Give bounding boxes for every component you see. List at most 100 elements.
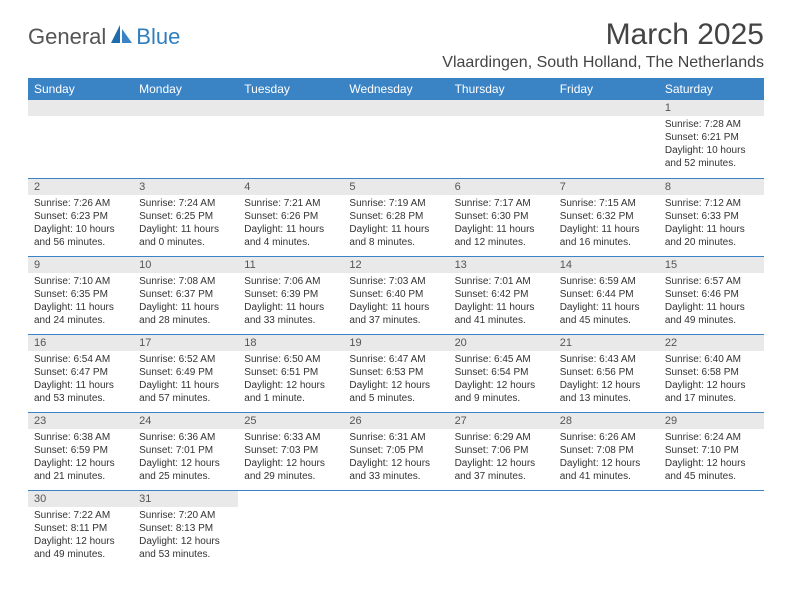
sunrise-text: Sunrise: 6:40 AM xyxy=(665,353,758,366)
sunset-text: Sunset: 6:21 PM xyxy=(665,131,758,144)
calendar-cell: 2Sunrise: 7:26 AMSunset: 6:23 PMDaylight… xyxy=(28,178,133,256)
day-number-bar: 17 xyxy=(133,335,238,351)
sunset-text: Sunset: 6:51 PM xyxy=(244,366,337,379)
cell-body: Sunrise: 7:28 AMSunset: 6:21 PMDaylight:… xyxy=(659,116,764,174)
daylight-text: Daylight: 11 hours and 41 minutes. xyxy=(455,301,548,327)
sunset-text: Sunset: 8:11 PM xyxy=(34,522,127,535)
sunrise-text: Sunrise: 7:06 AM xyxy=(244,275,337,288)
cell-body: Sunrise: 6:31 AMSunset: 7:05 PMDaylight:… xyxy=(343,429,448,487)
weekday-header: Tuesday xyxy=(238,78,343,100)
calendar-cell xyxy=(28,100,133,178)
calendar-cell xyxy=(449,490,554,568)
sunrise-text: Sunrise: 7:24 AM xyxy=(139,197,232,210)
cell-body: Sunrise: 7:21 AMSunset: 6:26 PMDaylight:… xyxy=(238,195,343,253)
cell-body: Sunrise: 7:01 AMSunset: 6:42 PMDaylight:… xyxy=(449,273,554,331)
day-number-bar xyxy=(238,100,343,116)
day-number-bar xyxy=(343,100,448,116)
daylight-text: Daylight: 12 hours and 17 minutes. xyxy=(665,379,758,405)
cell-body: Sunrise: 7:17 AMSunset: 6:30 PMDaylight:… xyxy=(449,195,554,253)
daylight-text: Daylight: 11 hours and 12 minutes. xyxy=(455,223,548,249)
sunrise-text: Sunrise: 7:03 AM xyxy=(349,275,442,288)
calendar-cell: 9Sunrise: 7:10 AMSunset: 6:35 PMDaylight… xyxy=(28,256,133,334)
logo-text-part2: Blue xyxy=(136,24,180,50)
daylight-text: Daylight: 12 hours and 13 minutes. xyxy=(560,379,653,405)
cell-body: Sunrise: 6:43 AMSunset: 6:56 PMDaylight:… xyxy=(554,351,659,409)
sunset-text: Sunset: 7:06 PM xyxy=(455,444,548,457)
cell-body: Sunrise: 7:10 AMSunset: 6:35 PMDaylight:… xyxy=(28,273,133,331)
sunset-text: Sunset: 6:56 PM xyxy=(560,366,653,379)
sunrise-text: Sunrise: 6:50 AM xyxy=(244,353,337,366)
day-number-bar: 24 xyxy=(133,413,238,429)
calendar-cell: 23Sunrise: 6:38 AMSunset: 6:59 PMDayligh… xyxy=(28,412,133,490)
sunset-text: Sunset: 7:05 PM xyxy=(349,444,442,457)
calendar-cell: 24Sunrise: 6:36 AMSunset: 7:01 PMDayligh… xyxy=(133,412,238,490)
calendar-cell: 17Sunrise: 6:52 AMSunset: 6:49 PMDayligh… xyxy=(133,334,238,412)
cell-body: Sunrise: 6:24 AMSunset: 7:10 PMDaylight:… xyxy=(659,429,764,487)
sunrise-text: Sunrise: 6:33 AM xyxy=(244,431,337,444)
calendar-cell: 28Sunrise: 6:26 AMSunset: 7:08 PMDayligh… xyxy=(554,412,659,490)
daylight-text: Daylight: 12 hours and 33 minutes. xyxy=(349,457,442,483)
cell-body: Sunrise: 6:57 AMSunset: 6:46 PMDaylight:… xyxy=(659,273,764,331)
sunrise-text: Sunrise: 7:19 AM xyxy=(349,197,442,210)
weekday-header: Sunday xyxy=(28,78,133,100)
daylight-text: Daylight: 12 hours and 45 minutes. xyxy=(665,457,758,483)
sunset-text: Sunset: 6:28 PM xyxy=(349,210,442,223)
month-title: March 2025 xyxy=(442,18,764,52)
sunrise-text: Sunrise: 7:10 AM xyxy=(34,275,127,288)
weekday-header: Saturday xyxy=(659,78,764,100)
calendar-cell: 20Sunrise: 6:45 AMSunset: 6:54 PMDayligh… xyxy=(449,334,554,412)
calendar-cell: 8Sunrise: 7:12 AMSunset: 6:33 PMDaylight… xyxy=(659,178,764,256)
weekday-header: Wednesday xyxy=(343,78,448,100)
daylight-text: Daylight: 11 hours and 28 minutes. xyxy=(139,301,232,327)
calendar-week-row: 9Sunrise: 7:10 AMSunset: 6:35 PMDaylight… xyxy=(28,256,764,334)
day-number-bar: 6 xyxy=(449,179,554,195)
daylight-text: Daylight: 11 hours and 37 minutes. xyxy=(349,301,442,327)
cell-body: Sunrise: 6:45 AMSunset: 6:54 PMDaylight:… xyxy=(449,351,554,409)
daylight-text: Daylight: 11 hours and 4 minutes. xyxy=(244,223,337,249)
day-number-bar: 25 xyxy=(238,413,343,429)
calendar-cell: 16Sunrise: 6:54 AMSunset: 6:47 PMDayligh… xyxy=(28,334,133,412)
calendar-cell xyxy=(343,490,448,568)
calendar-cell: 18Sunrise: 6:50 AMSunset: 6:51 PMDayligh… xyxy=(238,334,343,412)
day-number-bar: 30 xyxy=(28,491,133,507)
daylight-text: Daylight: 11 hours and 20 minutes. xyxy=(665,223,758,249)
day-number-bar: 16 xyxy=(28,335,133,351)
daylight-text: Daylight: 12 hours and 9 minutes. xyxy=(455,379,548,405)
day-number-bar: 4 xyxy=(238,179,343,195)
cell-body: Sunrise: 6:40 AMSunset: 6:58 PMDaylight:… xyxy=(659,351,764,409)
day-number-bar: 14 xyxy=(554,257,659,273)
cell-body: Sunrise: 6:59 AMSunset: 6:44 PMDaylight:… xyxy=(554,273,659,331)
daylight-text: Daylight: 11 hours and 24 minutes. xyxy=(34,301,127,327)
cell-body: Sunrise: 6:50 AMSunset: 6:51 PMDaylight:… xyxy=(238,351,343,409)
day-number-bar: 12 xyxy=(343,257,448,273)
sunrise-text: Sunrise: 7:01 AM xyxy=(455,275,548,288)
daylight-text: Daylight: 10 hours and 52 minutes. xyxy=(665,144,758,170)
daylight-text: Daylight: 12 hours and 37 minutes. xyxy=(455,457,548,483)
calendar-cell xyxy=(554,100,659,178)
day-number-bar: 29 xyxy=(659,413,764,429)
cell-body: Sunrise: 6:33 AMSunset: 7:03 PMDaylight:… xyxy=(238,429,343,487)
day-number-bar: 5 xyxy=(343,179,448,195)
location-text: Vlaardingen, South Holland, The Netherla… xyxy=(442,54,764,72)
sunrise-text: Sunrise: 7:17 AM xyxy=(455,197,548,210)
calendar-cell: 21Sunrise: 6:43 AMSunset: 6:56 PMDayligh… xyxy=(554,334,659,412)
calendar-cell: 27Sunrise: 6:29 AMSunset: 7:06 PMDayligh… xyxy=(449,412,554,490)
daylight-text: Daylight: 12 hours and 21 minutes. xyxy=(34,457,127,483)
sunset-text: Sunset: 6:26 PM xyxy=(244,210,337,223)
cell-body: Sunrise: 6:26 AMSunset: 7:08 PMDaylight:… xyxy=(554,429,659,487)
calendar-week-row: 16Sunrise: 6:54 AMSunset: 6:47 PMDayligh… xyxy=(28,334,764,412)
cell-body: Sunrise: 7:15 AMSunset: 6:32 PMDaylight:… xyxy=(554,195,659,253)
day-number-bar: 8 xyxy=(659,179,764,195)
calendar-cell: 4Sunrise: 7:21 AMSunset: 6:26 PMDaylight… xyxy=(238,178,343,256)
weekday-header-row: SundayMondayTuesdayWednesdayThursdayFrid… xyxy=(28,78,764,100)
sunrise-text: Sunrise: 6:26 AM xyxy=(560,431,653,444)
day-number-bar: 13 xyxy=(449,257,554,273)
sunrise-text: Sunrise: 7:21 AM xyxy=(244,197,337,210)
sunset-text: Sunset: 6:33 PM xyxy=(665,210,758,223)
daylight-text: Daylight: 10 hours and 56 minutes. xyxy=(34,223,127,249)
daylight-text: Daylight: 12 hours and 25 minutes. xyxy=(139,457,232,483)
calendar-week-row: 30Sunrise: 7:22 AMSunset: 8:11 PMDayligh… xyxy=(28,490,764,568)
calendar-cell xyxy=(659,490,764,568)
sunset-text: Sunset: 6:32 PM xyxy=(560,210,653,223)
daylight-text: Daylight: 11 hours and 45 minutes. xyxy=(560,301,653,327)
